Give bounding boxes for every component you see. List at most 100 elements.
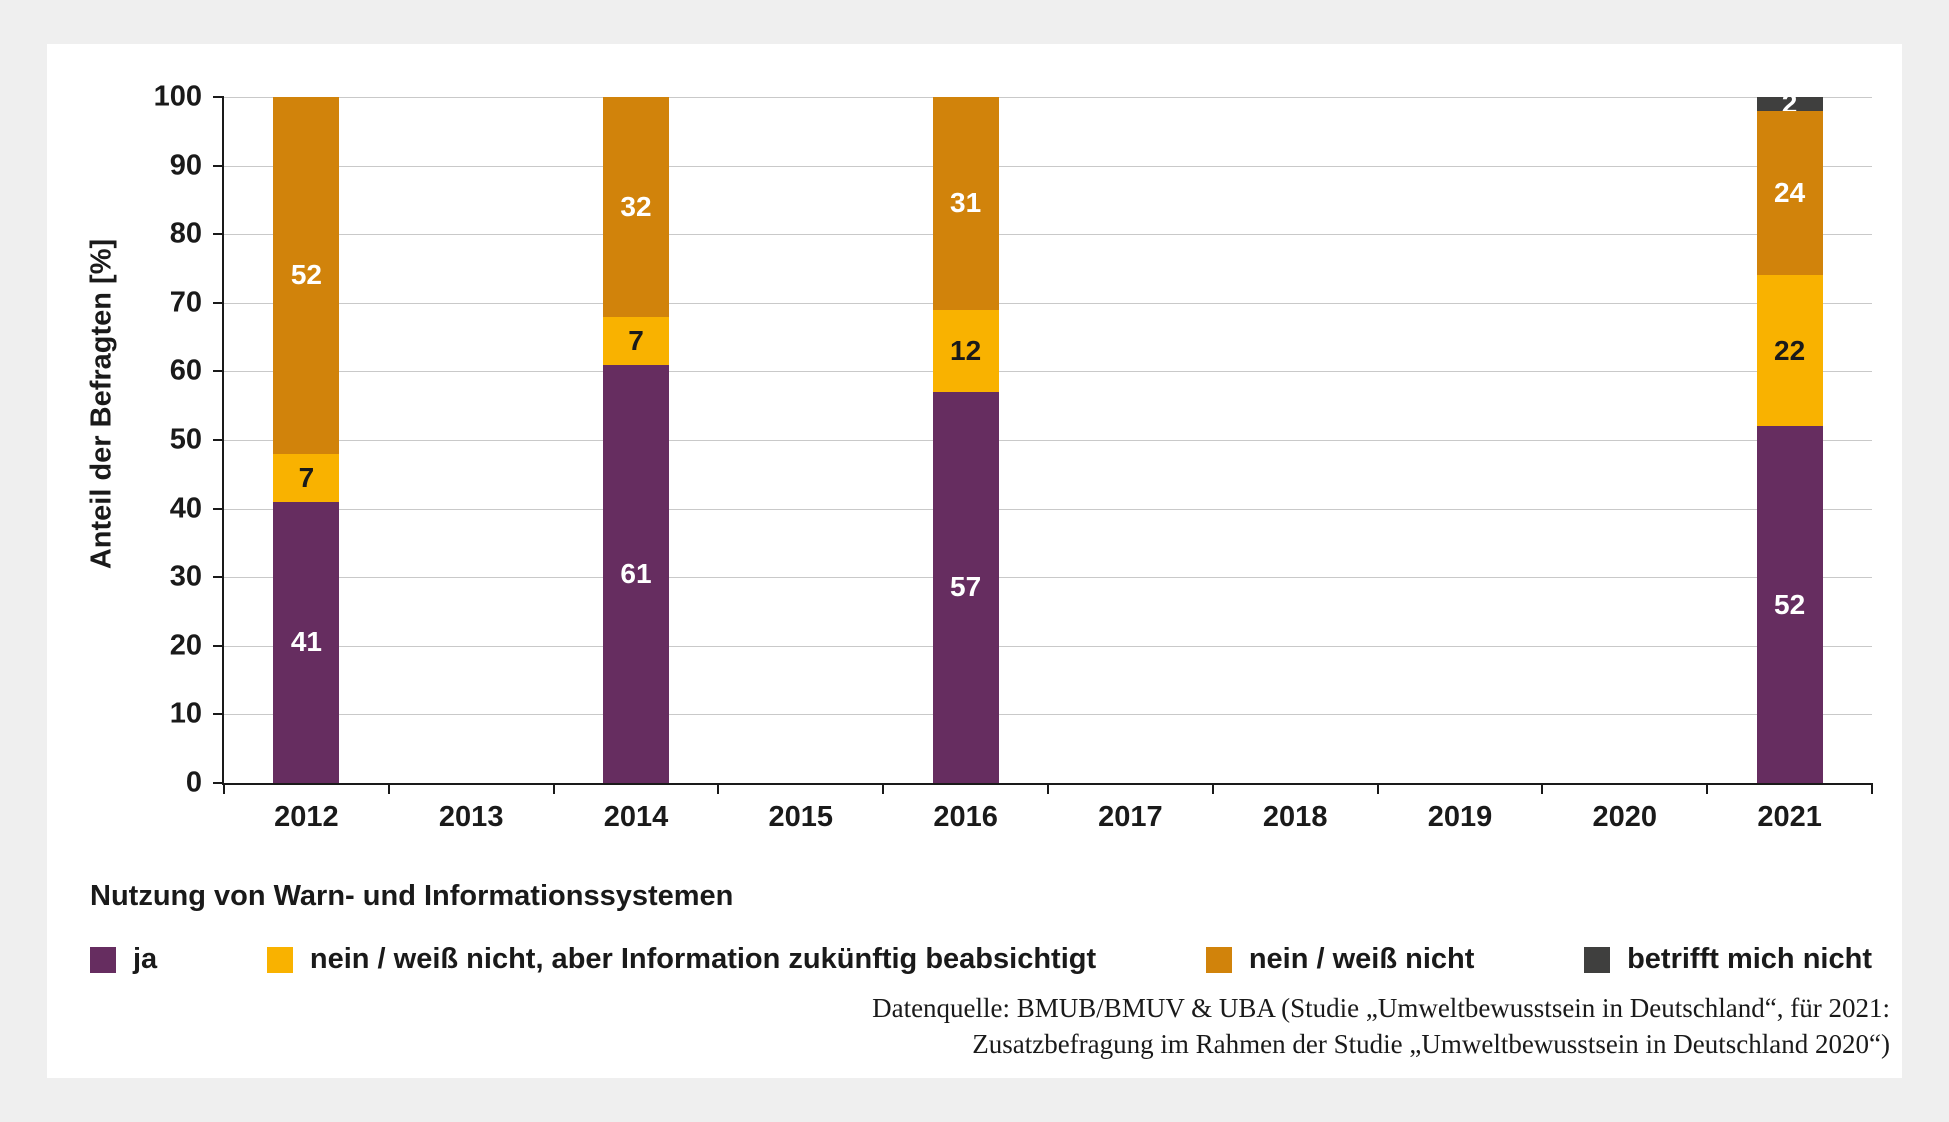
x-axis-tick-label: 2021 — [1757, 801, 1822, 833]
bar-value-label: 31 — [950, 187, 982, 219]
x-axis-tick-label: 2020 — [1592, 801, 1658, 833]
bar-segment: 2 — [1756, 89, 1823, 117]
bar-segment: 24 — [1756, 110, 1823, 276]
y-axis-tick — [213, 301, 224, 304]
gridline — [224, 508, 1872, 510]
legend-title: Nutzung von Warn- und Informationssystem… — [90, 880, 734, 912]
bar-value-label: 7 — [628, 324, 644, 356]
bar-2016: 57 12 31 — [932, 97, 999, 783]
y-axis-tick — [213, 439, 224, 441]
gridline — [224, 165, 1872, 167]
y-axis-tick-label: 90 — [169, 149, 202, 182]
x-axis-tick — [1047, 783, 1049, 794]
x-axis-tick-label: 2019 — [1427, 801, 1493, 833]
gridline — [224, 714, 1872, 716]
y-axis-tick-label: 40 — [169, 492, 202, 525]
y-axis-tick-label: 30 — [169, 560, 202, 593]
x-axis-tick-label: 2018 — [1262, 801, 1328, 833]
legend-item: nein / weiß nicht, aber Information zukü… — [266, 943, 1097, 976]
legend-block: Nutzung von Warn- und Informationssystem… — [90, 880, 1872, 976]
bar-value-label: 32 — [620, 190, 652, 222]
x-axis-tick — [387, 783, 390, 794]
bar-value-label: 22 — [1774, 334, 1806, 366]
source-line-1: Datenquelle: BMUB/BMUV & UBA (Studie „Um… — [872, 993, 1890, 1023]
bar-segment: 52 — [1756, 426, 1823, 783]
bar-value-label: 24 — [1774, 177, 1806, 209]
y-axis-tick-label: 80 — [169, 217, 202, 250]
bar-segment: 31 — [932, 97, 999, 310]
gridline — [224, 302, 1872, 304]
x-axis-tick — [223, 783, 225, 794]
bar-segment: 7 — [603, 316, 669, 365]
y-axis-tick-label: 0 — [185, 766, 202, 799]
y-axis-tick — [213, 576, 224, 579]
x-axis-tick — [717, 783, 720, 794]
bar-segment: 52 — [273, 97, 340, 454]
bar-value-label: 2 — [1781, 87, 1798, 119]
y-axis-title: Anteil der Befragten [%] — [85, 238, 118, 570]
y-axis-tick — [213, 96, 224, 98]
legend-item: ja — [90, 943, 157, 976]
gridline — [224, 371, 1872, 373]
x-axis-tick-label: 2017 — [1098, 801, 1163, 833]
legend-label: ja — [133, 943, 158, 975]
source-note: Datenquelle: BMUB/BMUV & UBA (Studie „Um… — [872, 990, 1890, 1063]
bar-segment: 12 — [932, 309, 999, 392]
bar-segment: 7 — [273, 453, 340, 502]
x-axis-tick — [552, 783, 555, 794]
bar-segment: 61 — [603, 364, 669, 783]
gridline — [224, 577, 1872, 579]
gridline — [224, 234, 1872, 236]
bar-2014: 61 7 32 — [603, 97, 669, 783]
legend-item: betrifft mich nicht — [1584, 943, 1872, 976]
bar-value-label: 52 — [1774, 588, 1806, 620]
y-axis-tick-label: 50 — [169, 423, 202, 456]
bar-value-label: 52 — [290, 259, 322, 291]
bar-2012: 41 7 52 — [273, 97, 340, 783]
x-axis-tick — [882, 783, 885, 794]
x-axis-tick — [1376, 783, 1379, 794]
x-axis-tick — [1706, 783, 1709, 794]
x-axis-tick-label: 2015 — [768, 801, 834, 833]
bar-segment: 32 — [603, 97, 669, 317]
y-axis-tick-label: 20 — [169, 629, 202, 662]
y-axis-tick-label: 70 — [169, 286, 202, 319]
x-axis-tick-label: 2016 — [933, 801, 998, 833]
y-axis-tick-label: 60 — [169, 354, 202, 387]
bar-segment: 57 — [932, 391, 999, 783]
gridline — [224, 645, 1872, 647]
y-axis-tick-label: 10 — [169, 697, 202, 730]
bar-value-label: 12 — [950, 334, 982, 366]
x-axis-tick-label: 2014 — [603, 801, 669, 833]
y-axis-tick — [213, 782, 224, 784]
legend-row: ja nein / weiß nicht, aber Information zu… — [90, 943, 1872, 976]
legend-swatch — [90, 946, 116, 973]
legend-swatch — [1584, 946, 1611, 973]
chart-panel: Anteil der Befragten [%] 0 10 20 30 40 50 60 70… — [47, 44, 1902, 1078]
x-axis-tick — [1871, 783, 1873, 794]
x-axis-tick-label: 2012 — [274, 801, 339, 833]
bar-segment: 22 — [1756, 275, 1823, 427]
bar-segment: 41 — [273, 501, 340, 783]
gridline — [224, 440, 1872, 441]
y-axis-tick — [213, 507, 224, 510]
legend-item: nein / weiß nicht — [1205, 943, 1475, 976]
x-axis-tick-label: 2013 — [438, 801, 504, 833]
bar-value-label: 7 — [298, 461, 315, 493]
y-axis-tick — [213, 233, 224, 236]
y-axis-tick-label: 100 — [153, 80, 202, 113]
bar-value-label: 61 — [620, 557, 652, 589]
y-axis-tick — [213, 713, 224, 716]
bar-2021: 52 22 24 2 — [1756, 89, 1823, 783]
legend-label: nein / weiß nicht, aber Information zukü… — [309, 943, 1097, 975]
x-axis-tick — [1211, 783, 1214, 794]
legend-swatch — [266, 946, 293, 973]
source-line-2: Zusatzbefragung im Rahmen der Studie „Um… — [972, 1029, 1890, 1060]
plot-area: 0 10 20 30 40 50 60 70 80 90 100 2012 41 7 52 2013 2014 6… — [154, 82, 1873, 832]
gridline — [224, 97, 1872, 98]
x-axis-tick — [1541, 783, 1544, 794]
y-axis-tick — [213, 370, 224, 373]
bar-value-label: 57 — [950, 571, 982, 603]
legend-label: betrifft mich nicht — [1627, 943, 1872, 975]
legend-label: nein / weiß nicht — [1248, 943, 1475, 975]
